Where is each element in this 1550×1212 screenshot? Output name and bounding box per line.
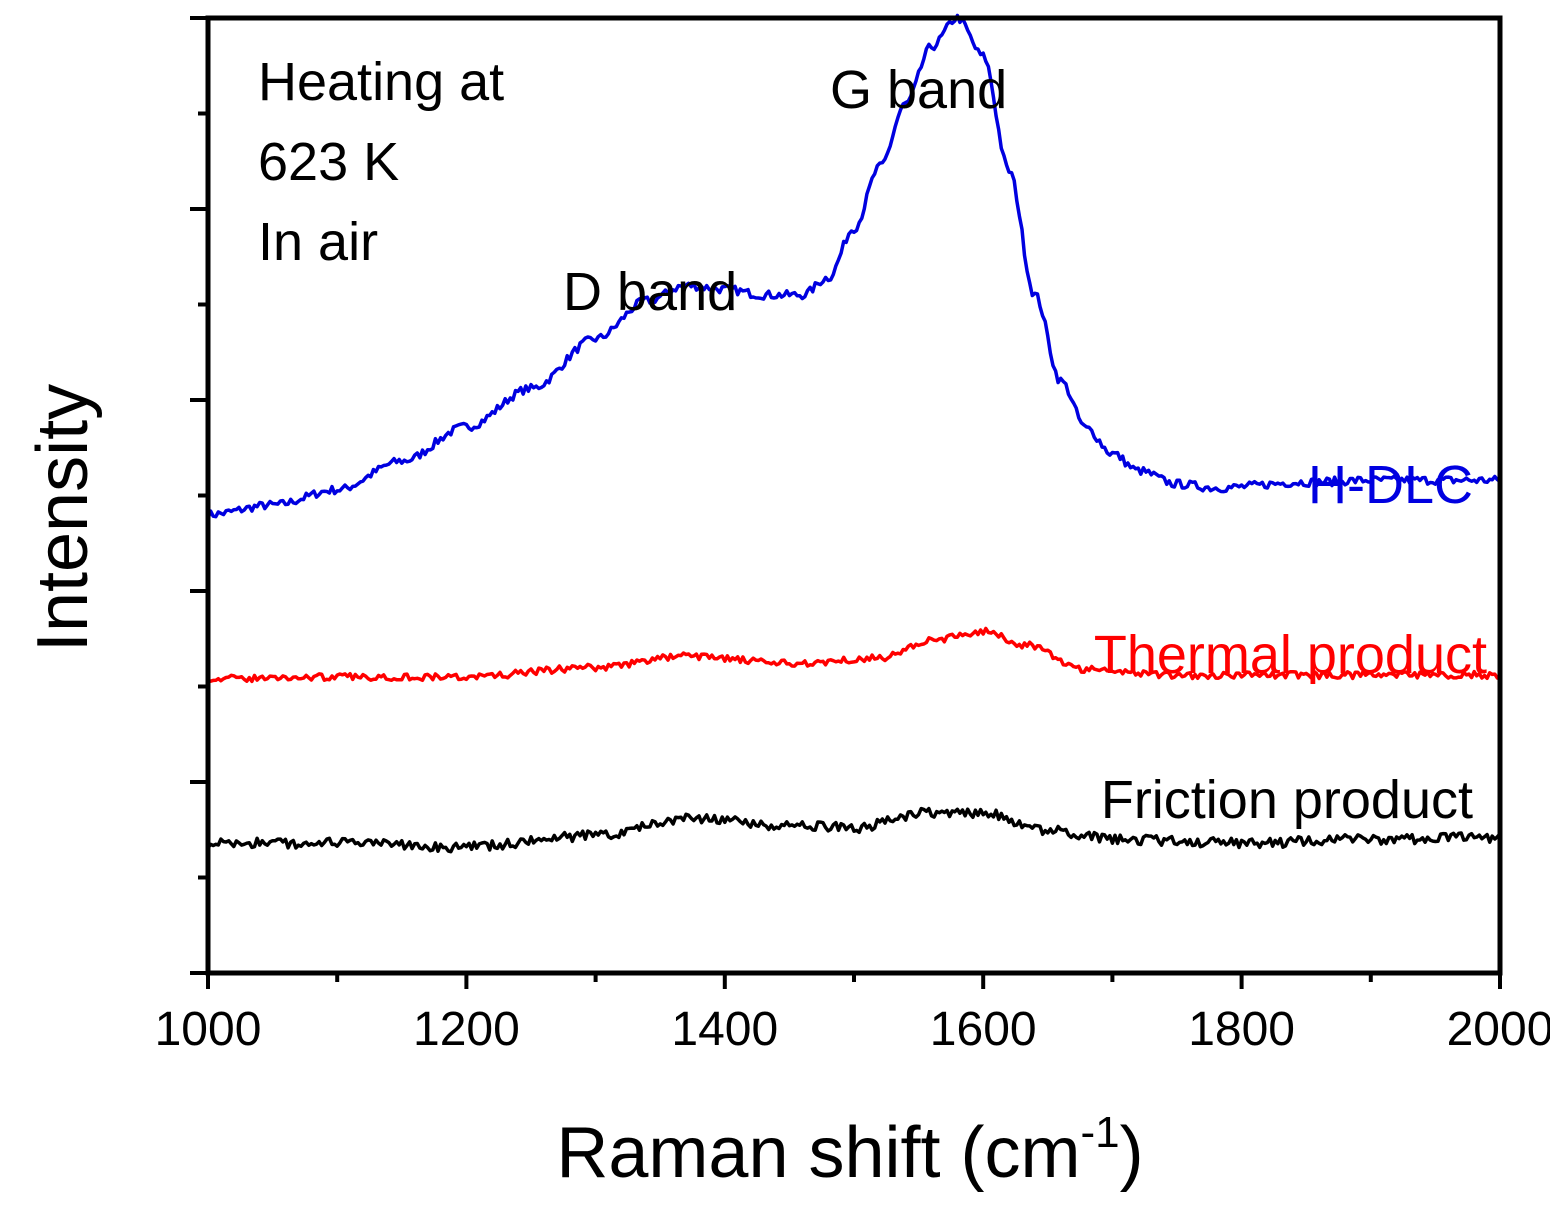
legend-label-thermal-product: Thermal product <box>1094 625 1487 685</box>
series-line-h-dlc <box>206 13 1502 520</box>
legend-label-friction-product: Friction product <box>1101 770 1473 830</box>
legend-label-h-dlc: H-DLC <box>1308 455 1473 515</box>
tick-layer: 1000 1200 1400 1600 1800 2000 <box>155 16 1550 1056</box>
y-axis-label: Intensity <box>23 384 103 652</box>
x-axis-label-main: Raman shift (cm <box>556 1113 1080 1193</box>
series-layer <box>206 13 1502 854</box>
g-band-label: G band <box>830 60 1007 120</box>
x-tick-label: 1000 <box>155 1003 262 1056</box>
condition-label-line-3: In air <box>258 212 378 272</box>
x-tick-label: 2000 <box>1447 1003 1550 1056</box>
x-axis-label-close: ) <box>1120 1113 1144 1193</box>
x-tick-label: 1800 <box>1188 1003 1295 1056</box>
x-tick-label: 1600 <box>930 1003 1037 1056</box>
series-line-thermal-product <box>207 626 1501 684</box>
x-axis-label: Raman shift (cm-1) <box>556 1108 1143 1193</box>
x-tick-label: 1400 <box>671 1003 778 1056</box>
x-tick-label: 1200 <box>413 1003 520 1056</box>
condition-label-line-2: 623 K <box>258 132 399 192</box>
condition-label-line-1: Heating at <box>258 52 504 112</box>
series-line-friction-product <box>206 806 1502 854</box>
d-band-label: D band <box>563 262 737 322</box>
x-axis-label-superscript: -1 <box>1081 1108 1120 1157</box>
